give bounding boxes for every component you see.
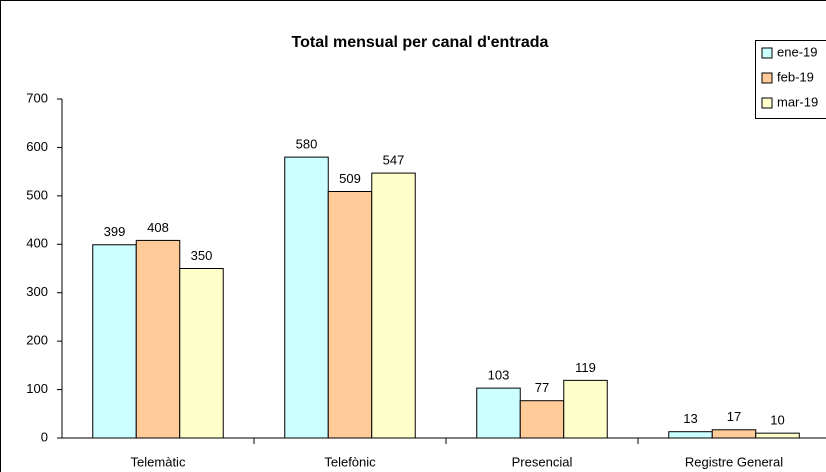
- bar: [711, 429, 757, 439]
- data-label: 13: [683, 411, 697, 426]
- y-tick-label: 400: [26, 236, 48, 251]
- bar: [135, 239, 181, 439]
- data-label: 10: [770, 413, 784, 428]
- data-label: 580: [296, 137, 318, 152]
- x-tick-label: Presencial: [512, 454, 573, 469]
- legend-label: feb-19: [777, 69, 814, 84]
- legend-label: ene-19: [777, 44, 817, 59]
- data-label: 17: [727, 409, 741, 424]
- data-label: 509: [339, 171, 361, 186]
- legend-label: mar-19: [777, 94, 818, 109]
- data-label: 408: [147, 220, 169, 235]
- data-label: 547: [383, 153, 405, 168]
- bar: [371, 172, 416, 439]
- bar: [284, 156, 329, 439]
- y-tick-label: 300: [26, 284, 48, 299]
- y-tick-label: 700: [26, 90, 48, 105]
- bar: [179, 268, 224, 439]
- data-label: 350: [191, 248, 213, 263]
- y-tick-label: 0: [41, 429, 48, 444]
- y-tick-label: 200: [26, 333, 48, 348]
- bar: [476, 387, 521, 439]
- legend-swatch: [761, 72, 773, 84]
- data-label: 119: [575, 360, 596, 375]
- legend-swatch: [761, 47, 773, 59]
- x-tick-label: Registre General: [685, 454, 783, 469]
- y-tick-label: 500: [26, 187, 48, 202]
- x-tick-label: Telefònic: [324, 454, 376, 469]
- bar: [563, 379, 608, 439]
- data-label: 103: [488, 368, 510, 383]
- data-label: 77: [535, 380, 549, 395]
- bar: [755, 432, 800, 439]
- data-label: 399: [104, 224, 126, 239]
- bar: [327, 190, 373, 439]
- bar: [668, 431, 713, 439]
- bar: [519, 400, 565, 439]
- legend-swatch: [761, 97, 773, 109]
- x-tick-label: Telemàtic: [131, 454, 186, 469]
- y-tick-label: 600: [26, 139, 48, 154]
- y-tick-label: 100: [26, 381, 48, 396]
- bar: [92, 244, 137, 439]
- chart-title: Total mensual per canal d'entrada: [292, 34, 549, 51]
